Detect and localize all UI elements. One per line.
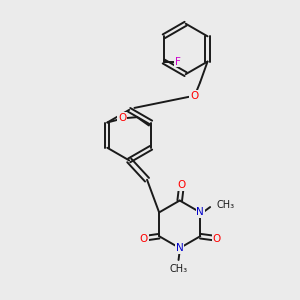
Text: O: O — [212, 234, 221, 244]
Text: F: F — [175, 57, 181, 67]
Text: O: O — [190, 91, 198, 101]
Text: O: O — [140, 234, 148, 244]
Text: N: N — [176, 243, 184, 253]
Text: O: O — [177, 180, 185, 190]
Text: CH₃: CH₃ — [217, 200, 235, 210]
Text: CH₃: CH₃ — [169, 264, 187, 274]
Text: N: N — [196, 207, 204, 218]
Text: O: O — [118, 113, 126, 123]
